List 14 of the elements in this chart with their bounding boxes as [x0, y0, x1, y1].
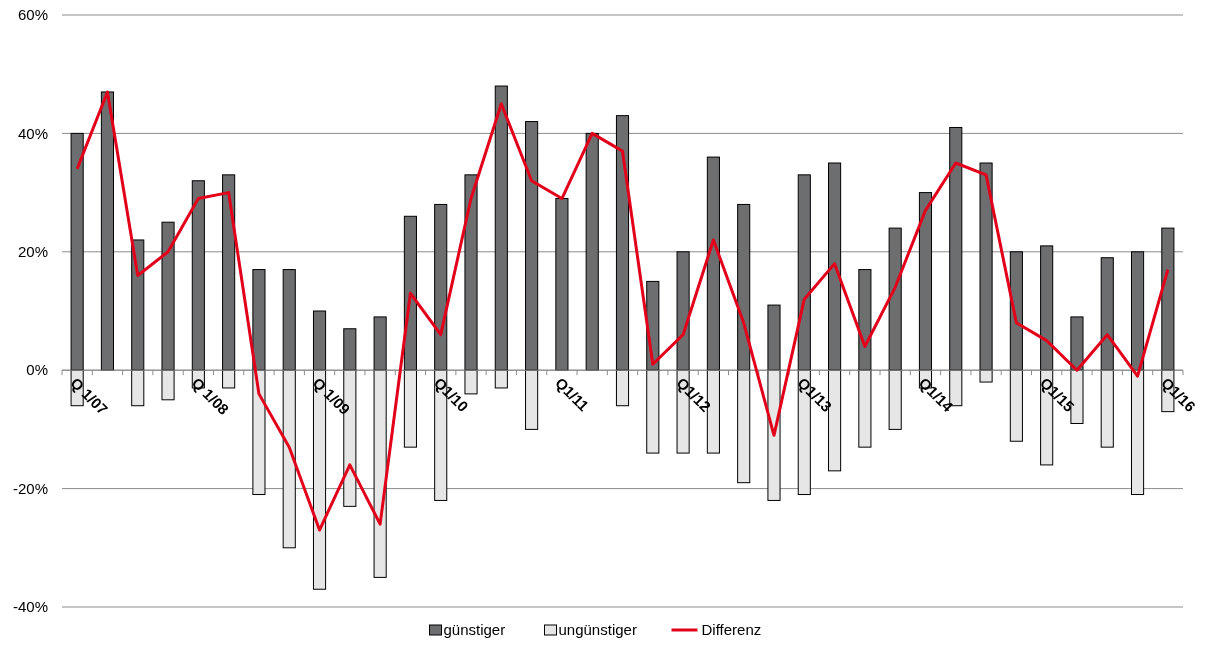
x-tick-label: Q 1/09 — [309, 374, 354, 418]
y-tick-label: -20% — [12, 479, 48, 497]
bar — [585, 132, 599, 371]
bar — [100, 91, 114, 371]
y-tick-label: 40% — [17, 124, 48, 142]
legend-label: günstiger — [443, 621, 506, 638]
legend-label: ungünstiger — [558, 621, 637, 638]
y-tick-label: 60% — [17, 6, 48, 24]
legend-label: Differenz — [701, 621, 762, 638]
bar — [555, 198, 569, 371]
y-tick-label: 20% — [17, 243, 48, 261]
x-tick-label: Q 1/07 — [67, 374, 112, 418]
y-tick-label: -40% — [12, 598, 48, 616]
y-tick-label: 0% — [26, 361, 48, 379]
